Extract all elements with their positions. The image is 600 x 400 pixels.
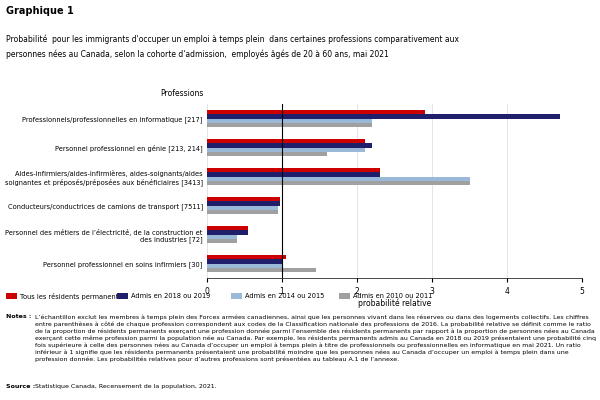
- Bar: [207, 148, 365, 152]
- Bar: [207, 206, 278, 210]
- Bar: [207, 255, 286, 259]
- Bar: [207, 110, 425, 114]
- Bar: [207, 268, 316, 272]
- Text: Admis en 2014 ou 2015: Admis en 2014 ou 2015: [245, 293, 324, 299]
- Bar: [207, 139, 365, 143]
- Bar: [207, 176, 470, 181]
- Text: Statistique Canada, Recensement de la population, 2021.: Statistique Canada, Recensement de la po…: [35, 384, 217, 389]
- Text: Graphique 1: Graphique 1: [6, 6, 74, 16]
- Bar: [207, 259, 282, 264]
- Bar: [207, 197, 280, 201]
- Bar: [207, 143, 372, 148]
- Text: Admis en 2010 ou 2011: Admis en 2010 ou 2011: [353, 293, 432, 299]
- Text: Admis en 2018 ou 2019: Admis en 2018 ou 2019: [131, 293, 210, 299]
- Text: Source :: Source :: [6, 384, 37, 389]
- Bar: [207, 226, 248, 230]
- Bar: [207, 114, 560, 118]
- Bar: [207, 172, 380, 176]
- Bar: [207, 234, 237, 239]
- Text: L’échantillon exclut les membres à temps plein des Forces armées canadiennes, ai: L’échantillon exclut les membres à temps…: [35, 314, 596, 362]
- Bar: [207, 264, 282, 268]
- Text: Probabilité  pour les immigrants d'occuper un emploi à temps plein  dans certain: Probabilité pour les immigrants d'occupe…: [6, 34, 459, 44]
- Bar: [207, 181, 470, 185]
- Bar: [207, 239, 237, 243]
- Bar: [207, 230, 248, 234]
- Bar: [207, 201, 280, 206]
- Text: Professions: Professions: [161, 89, 204, 98]
- Bar: [207, 123, 372, 127]
- Text: Tous les résidents permanents: Tous les résidents permanents: [20, 292, 122, 300]
- Text: personnes nées au Canada, selon la cohorte d'admission,  employés âgés de 20 à 6: personnes nées au Canada, selon la cohor…: [6, 49, 389, 59]
- Text: Notes :: Notes :: [6, 314, 34, 319]
- X-axis label: probabilité relative: probabilité relative: [358, 299, 431, 308]
- Bar: [207, 118, 372, 123]
- Bar: [207, 152, 327, 156]
- Bar: [207, 168, 380, 172]
- Bar: [207, 210, 278, 214]
